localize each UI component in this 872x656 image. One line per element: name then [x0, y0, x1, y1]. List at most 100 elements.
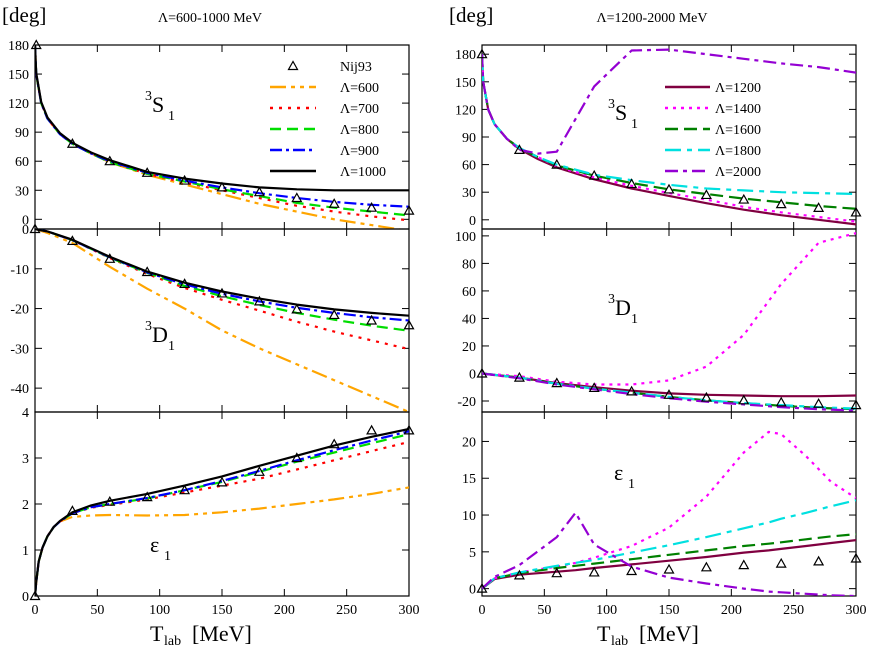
- y-tick-label: 20: [462, 435, 476, 450]
- nij93-marker: [813, 555, 825, 566]
- x-tick-label: 50: [537, 603, 551, 618]
- x-axis-unit: [MeV]: [192, 621, 252, 646]
- nij93-marker: [291, 192, 303, 203]
- nij93-marker: [551, 377, 563, 388]
- y-tick-label: 1: [22, 544, 29, 559]
- legend-label: Λ=1400: [715, 102, 761, 117]
- series-group: [35, 427, 409, 596]
- legend-label: Λ=1800: [715, 144, 761, 159]
- y-tick-label: 100: [455, 230, 476, 245]
- panel-label-sup: 3: [608, 97, 615, 112]
- nij93-marker: [179, 174, 191, 185]
- series-group: [482, 232, 856, 412]
- x-tick-label: 300: [399, 603, 420, 618]
- nij93-marker: [775, 198, 787, 209]
- nij93-marker: [738, 193, 750, 204]
- y-tick-label: 80: [462, 257, 476, 272]
- nij93-marker: [216, 476, 228, 487]
- nij93-marker: [141, 266, 153, 277]
- nij93-marker: [216, 181, 228, 192]
- nij93-marker: [513, 371, 525, 382]
- nij93-marker: [216, 287, 228, 298]
- panel-label-sub: 1: [628, 477, 635, 492]
- x-tick-label: 150: [212, 603, 233, 618]
- y-axis-label: [deg]: [2, 3, 46, 27]
- y-tick-label: 90: [15, 126, 29, 141]
- panel-label-sup: 3: [145, 319, 152, 334]
- panel-label-letter: S: [615, 100, 627, 125]
- series-line-lambda-2000: [482, 48, 856, 155]
- series-line-lambda-600: [35, 45, 404, 229]
- y-tick-label: 120: [8, 97, 29, 112]
- legend-label: Λ=800: [340, 123, 379, 138]
- nij93-marker: [738, 394, 750, 405]
- nij93-marker: [700, 391, 712, 402]
- nij93-marker: [551, 567, 563, 578]
- y-tick-label: 150: [8, 68, 29, 83]
- panel-2: -40 -30 -20 -10 0 3 D 1: [10, 223, 415, 413]
- series-line-lambda-2000: [482, 372, 856, 412]
- nij93-marker: [813, 398, 825, 408]
- y-tick-label: -30: [10, 342, 29, 357]
- series-line-lambda-1800: [482, 54, 856, 196]
- x-axis-label: T: [150, 621, 164, 646]
- nij93-marker: [626, 178, 638, 189]
- y-tick-label: 30: [462, 186, 476, 201]
- y-tick-label: 60: [462, 285, 476, 300]
- y-tick-label: 0: [22, 223, 29, 238]
- x-tick-label: 50: [90, 603, 104, 618]
- x-axis-unit: [MeV]: [639, 621, 699, 646]
- x-tick-label: 200: [721, 603, 742, 618]
- nij93-marker: [328, 438, 340, 449]
- chart-title: Λ=600-1000 MeV: [158, 11, 262, 26]
- nij93-marker: [253, 186, 265, 197]
- y-tick-label: 120: [455, 103, 476, 118]
- legend-label: Λ=2000: [715, 165, 761, 180]
- legend-label: Λ=1000: [340, 165, 386, 180]
- series-line-lambda-600: [35, 229, 409, 412]
- x-axis-label-sub: lab: [164, 634, 181, 649]
- y-tick-label: 40: [462, 312, 476, 327]
- nij93-marker: [66, 235, 78, 246]
- y-tick-label: 5: [469, 546, 476, 561]
- nij93-marker: [291, 303, 303, 314]
- series-group: [482, 430, 856, 596]
- nij93-marker: [366, 201, 378, 212]
- nij93-marker: [366, 424, 378, 435]
- series-line-lambda-700: [35, 440, 409, 596]
- series-line-lambda-600: [35, 486, 409, 596]
- y-tick-label: 0: [469, 214, 476, 229]
- series-group: [35, 45, 409, 229]
- nij93-marker: [700, 561, 712, 572]
- y-tick-label: 4: [22, 406, 29, 421]
- legend-marker-nij93: [287, 60, 299, 71]
- nij93-marker: [141, 491, 153, 502]
- panel-label-letter: S: [152, 92, 164, 117]
- legend-label: Λ=1600: [715, 123, 761, 138]
- panel-1: 0 30 60 90 120 150 180 3 S 1: [8, 39, 415, 230]
- legend-label: Nij93: [340, 60, 372, 75]
- y-tick-label: 2: [22, 498, 29, 513]
- nij93-marker: [626, 385, 638, 396]
- nij93-marker: [700, 189, 712, 200]
- nij93-marker: [850, 552, 862, 563]
- y-tick-label: 0: [22, 590, 29, 605]
- y-tick-label: 180: [8, 39, 29, 54]
- panel-label-sup: 3: [145, 89, 152, 104]
- nij93-marker: [104, 155, 116, 166]
- y-tick-label: 180: [455, 48, 476, 63]
- nij93-marker: [626, 565, 638, 576]
- panel-label-sub: 1: [164, 549, 171, 564]
- nij93-marker: [513, 144, 525, 154]
- nij93-marker: [775, 396, 787, 407]
- y-tick-label: 60: [462, 159, 476, 174]
- y-tick-label: 60: [15, 155, 29, 170]
- panel-2: -20 0 20 40 60 80 100 3 D 1: [455, 228, 862, 413]
- panel-frame: [34, 411, 410, 597]
- series-line-lambda-1600: [482, 533, 856, 590]
- series-line-lambda-900: [35, 430, 409, 596]
- series-line-lambda-800: [35, 433, 409, 596]
